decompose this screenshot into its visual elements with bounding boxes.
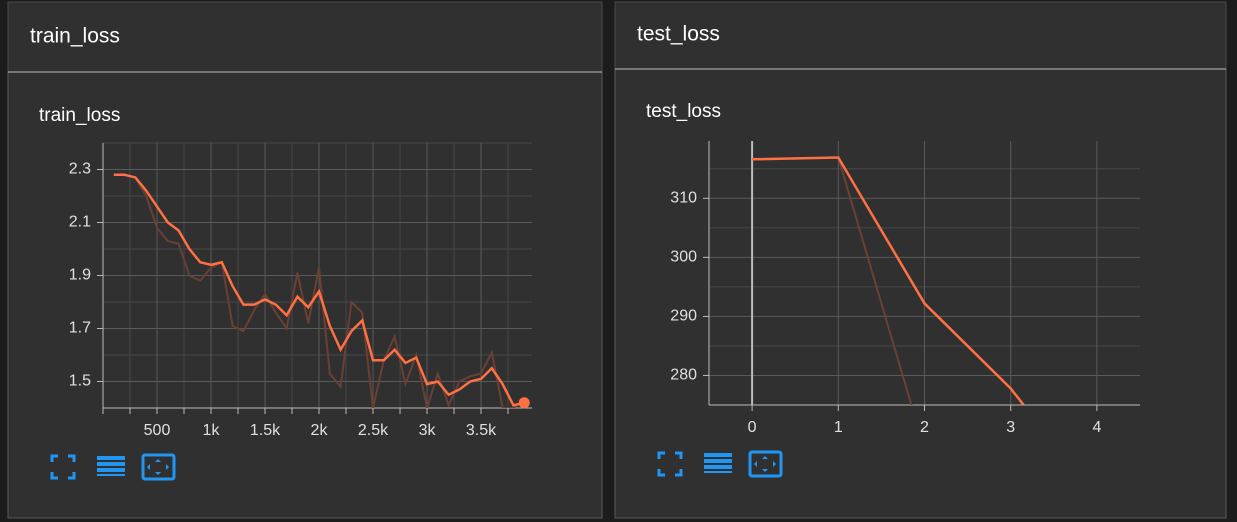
data-table-icon xyxy=(704,453,732,457)
data-table-icon xyxy=(97,456,125,460)
x-tick-label: 1.5k xyxy=(250,422,281,439)
fullscreen-icon xyxy=(50,454,76,480)
x-tick-label: 500 xyxy=(144,422,171,439)
x-tick-label: 2 xyxy=(920,419,929,436)
panel-header-title: train_loss xyxy=(30,25,120,48)
chart-title: test_loss xyxy=(646,101,721,122)
y-tick-label: 2.1 xyxy=(69,214,91,231)
series-line xyxy=(752,156,1026,405)
x-tick-label: 1k xyxy=(203,422,221,439)
fit-domain-icon xyxy=(141,453,176,481)
chart-panel: test_loss test_loss 280 290 300 310 0 1 2 3 4 xyxy=(614,1,1227,519)
data-table-icon xyxy=(97,468,125,472)
y-tick-label: 1.5 xyxy=(69,373,91,390)
chart-title: train_loss xyxy=(39,105,120,126)
y-tick-label: 310 xyxy=(670,190,697,207)
end-marker xyxy=(518,397,530,409)
y-tick-label: 2.3 xyxy=(69,161,91,178)
series-line xyxy=(113,173,525,407)
y-tick-label: 300 xyxy=(670,249,697,266)
fit-domain-icon xyxy=(748,450,783,478)
x-tick-label: 3 xyxy=(1006,419,1015,436)
x-tick-label: 3.5k xyxy=(466,422,497,439)
x-tick-label: 4 xyxy=(1092,419,1101,436)
panel-header xyxy=(7,1,603,73)
fullscreen-icon xyxy=(657,451,683,477)
y-tick-label: 280 xyxy=(670,367,697,384)
x-tick-label: 2.5k xyxy=(358,422,389,439)
panel-body xyxy=(7,71,603,519)
x-tick-label: 1 xyxy=(834,419,843,436)
y-tick-label: 1.7 xyxy=(69,320,91,337)
data-table-icon xyxy=(704,459,732,463)
chart-panel: train_loss train_loss 1.5 1.7 1.9 2.1 2.3 500 1k… xyxy=(7,1,603,519)
x-tick-label: 2k xyxy=(311,422,329,439)
data-table-icon xyxy=(704,471,732,473)
data-table-icon xyxy=(97,462,125,466)
series-line xyxy=(113,173,525,408)
x-tick-label: 3k xyxy=(419,422,437,439)
y-tick-label: 290 xyxy=(670,308,697,325)
panel-body xyxy=(614,68,1227,519)
x-tick-label: 0 xyxy=(748,419,757,436)
panel-header-title: test_loss xyxy=(637,23,720,46)
panel-header xyxy=(614,1,1227,70)
y-tick-label: 1.9 xyxy=(69,267,91,284)
data-table-icon xyxy=(97,474,125,476)
data-table-icon xyxy=(704,465,732,469)
